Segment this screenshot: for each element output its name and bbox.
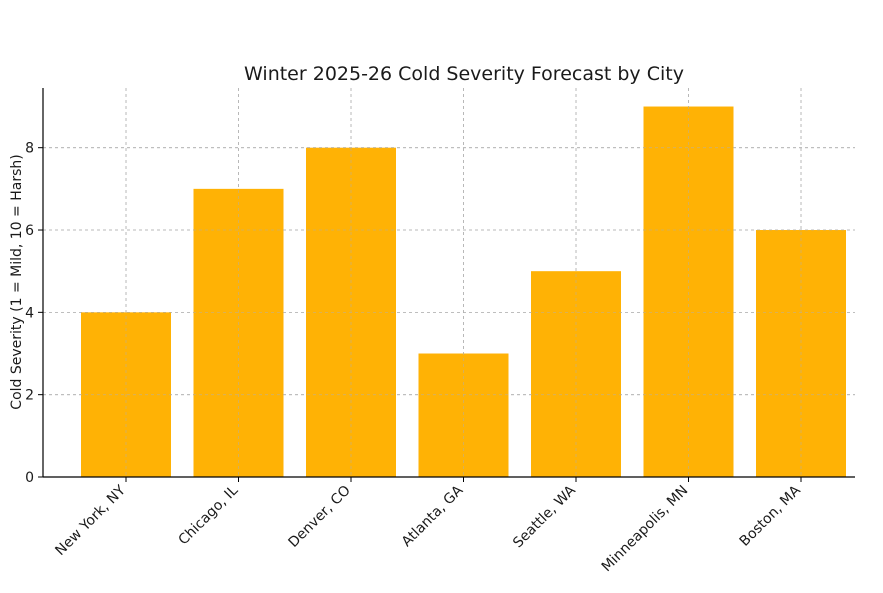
y-axis-label: Cold Severity (1 = Mild, 10 = Harsh): [9, 154, 25, 409]
x-tick-label: Atlanta, GA: [399, 482, 467, 550]
x-tick-layer: New York, NY Chicago, IL Denver, CO Atlanta…: [52, 477, 804, 575]
x-tick-label: Boston, MA: [737, 482, 804, 549]
y-tick-label: 4: [25, 305, 34, 321]
x-tick-label: Chicago, IL: [175, 482, 241, 548]
bar-layer: [43, 88, 855, 478]
y-tick-label: 6: [25, 223, 34, 239]
x-tick-label: Seattle, WA: [510, 482, 579, 551]
axis-layer: [42, 88, 855, 478]
chart-title: Winter 2025-26 Cold Severity Forecast by…: [244, 63, 684, 85]
x-tick-label: Denver, CO: [286, 483, 354, 551]
y-tick-label: 0: [25, 470, 34, 486]
y-tick-layer: 0 2 4 6 8: [25, 141, 43, 486]
x-tick-label: New York, NY: [52, 482, 129, 559]
y-tick-label: 8: [25, 141, 34, 157]
bar-seattle-wa: [531, 271, 621, 477]
bar-chicago-il: [193, 188, 284, 477]
x-tick-label: Minneapolis, MN: [599, 483, 692, 576]
y-tick-label: 2: [25, 388, 34, 404]
